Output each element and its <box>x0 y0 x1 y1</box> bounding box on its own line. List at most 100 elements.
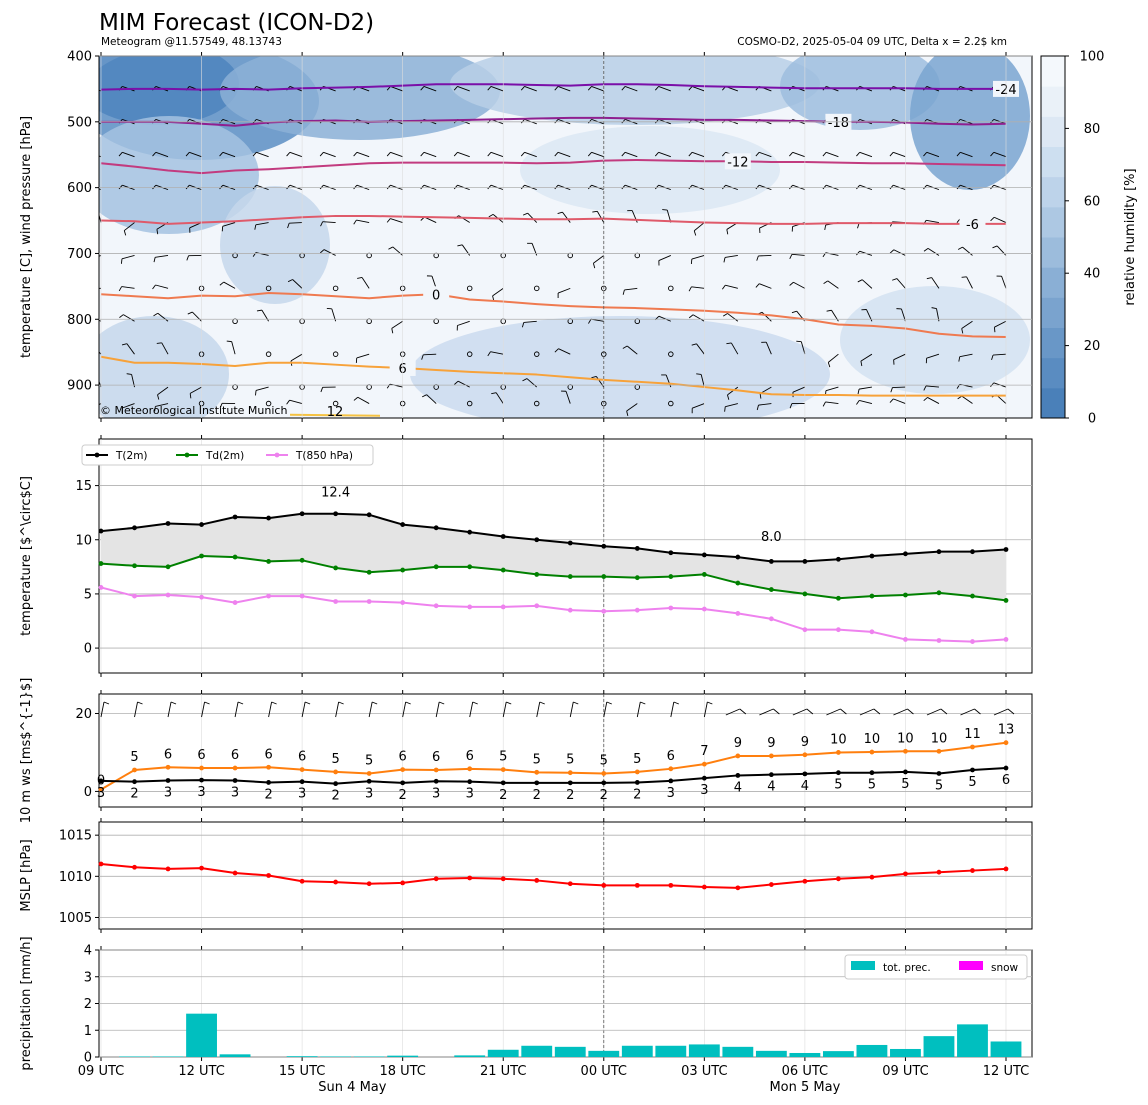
wind-barb-flag <box>857 223 860 229</box>
wind-barb-staff <box>490 151 504 158</box>
wind-barb <box>688 86 705 92</box>
wind-barb-staff <box>859 386 872 390</box>
wind-barb-flag <box>554 119 559 124</box>
calm-wind-marker <box>533 285 540 292</box>
gust-value-label: 5 <box>365 753 373 768</box>
data-point <box>132 779 137 785</box>
data-point <box>366 778 372 784</box>
data-point <box>802 627 808 633</box>
wind-barb-flag <box>189 393 192 399</box>
data-point <box>701 572 707 577</box>
wind-barb <box>252 151 269 158</box>
wind-barb <box>923 151 940 158</box>
wind-barb-staff <box>562 211 571 223</box>
data-point <box>634 607 640 613</box>
series-line <box>100 767 1007 785</box>
wind-barb <box>491 392 504 404</box>
colorbar-frame <box>1040 55 1066 419</box>
wind-barb-staff <box>793 281 806 289</box>
wind-barb-flag <box>688 184 693 190</box>
wind-barb <box>792 708 814 716</box>
y-tick-label: 700 <box>67 247 92 262</box>
wind-barb-flag <box>256 309 262 312</box>
wind-barb-flag <box>956 151 961 157</box>
wind-barb <box>827 353 839 368</box>
wind-barb-staff <box>123 222 135 231</box>
wind-barb-flag <box>956 119 961 124</box>
data-point <box>165 521 171 526</box>
humidity-patch <box>780 56 940 130</box>
wind-barb-staff <box>167 701 172 718</box>
wind-barb-staff <box>828 353 839 363</box>
precip-bar <box>822 1051 854 1057</box>
wind-barb-staff <box>155 255 169 258</box>
wind-barb <box>703 701 713 718</box>
wind-barb-flag <box>791 310 797 314</box>
colorbar-band <box>1041 237 1065 268</box>
colorbar-band <box>1041 327 1065 359</box>
wind-barb <box>691 403 705 414</box>
gust-value-label: 6 <box>667 749 675 764</box>
mean-wind-value-label: 3 <box>365 786 373 801</box>
data-point <box>98 778 104 784</box>
wind-barb-staff <box>457 86 470 92</box>
wind-barb-staff <box>368 701 373 718</box>
wind-barb-staff <box>222 151 236 158</box>
wind-barb <box>592 255 605 269</box>
wind-barb <box>587 151 604 158</box>
x-tick-label: 03 UTC <box>681 1064 727 1079</box>
wind-barb-staff <box>624 151 638 158</box>
wind-barb <box>658 255 671 266</box>
wind-barb-flag <box>185 184 190 190</box>
gust-value-label: 5 <box>566 753 574 768</box>
wind-barb-staff <box>826 151 839 158</box>
calm-wind-marker <box>533 400 540 407</box>
wind-barb-flag <box>691 343 697 346</box>
wind-barb-staff <box>268 701 273 718</box>
y-tick-label: 2 <box>84 997 92 1012</box>
wind-barb-staff <box>725 403 738 408</box>
wind-barb-staff <box>658 86 671 92</box>
wind-barb-staff <box>255 252 269 256</box>
calm-wind-marker <box>466 400 473 407</box>
data-point <box>400 880 406 886</box>
wind-barb <box>421 394 437 404</box>
wind-barb-staff <box>426 394 437 404</box>
data-point <box>735 753 741 759</box>
wind-barb-flag <box>454 380 459 385</box>
wind-barb-staff <box>490 351 504 355</box>
wind-barb <box>119 314 135 322</box>
calm-wind-marker <box>265 285 272 292</box>
wind-barb <box>121 403 135 414</box>
wind-barb-staff <box>596 211 605 223</box>
precip-bar <box>722 1046 754 1057</box>
wind-barb-flag <box>621 184 626 190</box>
colorbar-tick-label: 80 <box>1084 122 1101 137</box>
wind-barb <box>893 708 914 716</box>
wind-barb-staff <box>357 396 370 404</box>
wind-barb <box>690 255 705 265</box>
data-point <box>400 522 406 527</box>
mean-wind-value-label: 5 <box>901 777 909 792</box>
calm-wind-marker <box>332 400 339 407</box>
humidity-patch <box>910 56 1030 190</box>
data-point <box>701 884 707 890</box>
y-tick-label: 1010 <box>59 870 92 885</box>
wind-barb-flag <box>856 151 861 157</box>
wind-barb-staff <box>322 221 336 223</box>
precip-bar <box>923 1036 955 1057</box>
data-point <box>701 775 707 781</box>
calm-wind-marker <box>332 285 339 292</box>
wind-barb-flag <box>587 86 592 91</box>
data-point <box>936 869 942 875</box>
data-point <box>869 874 875 880</box>
wind-barb <box>453 86 470 92</box>
mean-wind-value-label: 5 <box>935 778 943 793</box>
wind-barb-staff <box>724 255 738 258</box>
wind-barb-staff <box>727 386 739 396</box>
wind-barb <box>435 701 445 718</box>
legend: tot. prec. snow <box>844 954 1028 980</box>
wind-barb-flag <box>522 212 528 216</box>
wind-barb-flag <box>304 701 311 705</box>
